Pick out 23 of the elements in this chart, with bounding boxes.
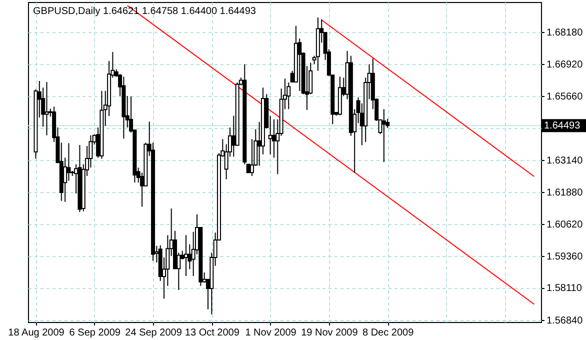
candlestick — [382, 108, 386, 162]
y-tick-label: 1.68180 — [546, 27, 584, 38]
ref-line-label: 1.64493 — [544, 120, 581, 132]
y-tick-label: 1.65660 — [546, 91, 584, 102]
y-tick-label: 1.66920 — [546, 59, 584, 70]
y-tick-label: 1.58110 — [546, 283, 582, 294]
y-tick-label: 1.56840 — [546, 315, 584, 326]
candlestick — [44, 82, 49, 136]
x-tick-label: 18 Aug 2009 — [8, 328, 65, 338]
x-tick-label: 13 Oct 2009 — [184, 328, 240, 338]
x-tick-label: 24 Sep 2009 — [125, 328, 182, 338]
y-tick-label: 1.63140 — [546, 155, 584, 166]
candlestick — [272, 118, 276, 158]
candlestick — [286, 82, 291, 110]
x-tick-label: 8 Dec 2009 — [362, 328, 414, 338]
y-tick-label: 1.60620 — [546, 219, 584, 230]
x-tick-label: 1 Nov 2009 — [245, 328, 297, 338]
candlestick — [184, 234, 188, 277]
x-tick-label: 19 Nov 2009 — [301, 328, 358, 338]
candlestick — [66, 142, 71, 182]
y-tick-label: 1.59360 — [546, 251, 584, 262]
y-tick-label: 1.61880 — [546, 187, 584, 198]
x-tick-label: 6 Sep 2009 — [69, 328, 121, 338]
